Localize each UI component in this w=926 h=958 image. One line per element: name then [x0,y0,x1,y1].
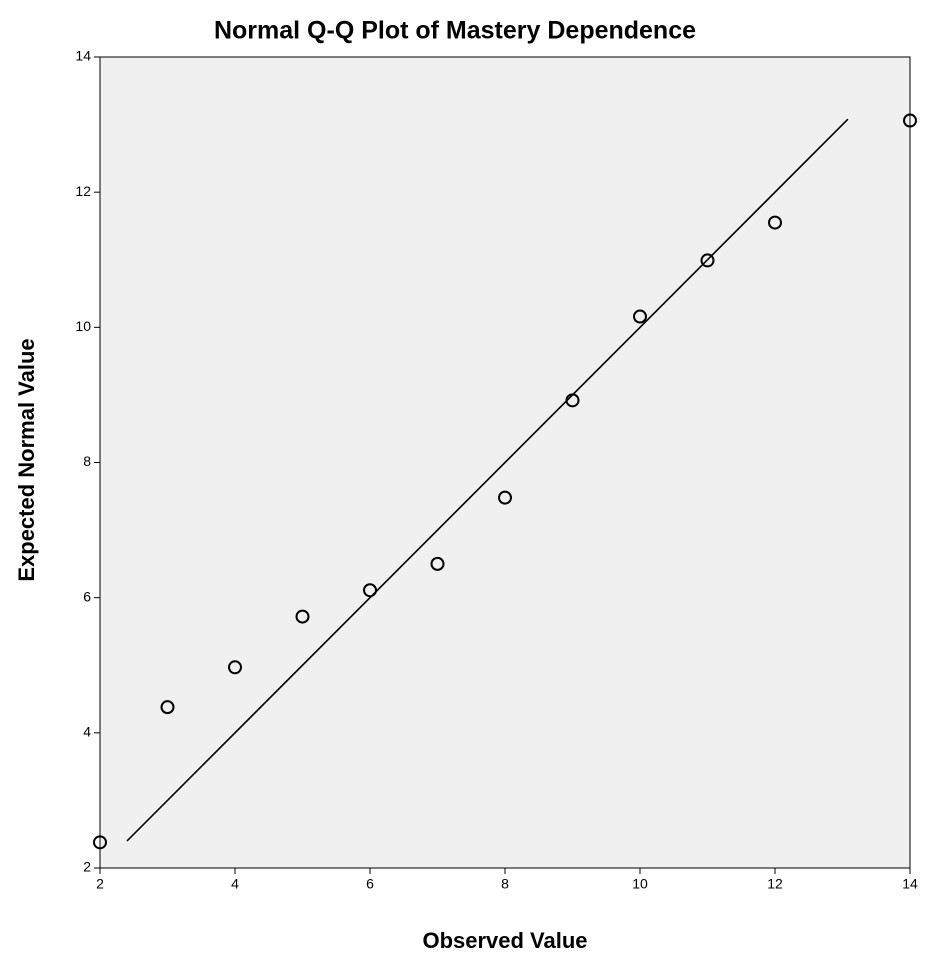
x-tick-label: 6 [366,876,374,892]
data-point [903,113,917,128]
reference-line [126,118,849,842]
data-point [228,660,242,675]
data-point [93,835,107,850]
y-tick-label: 14 [75,48,91,64]
y-tick-label: 2 [83,859,91,875]
y-tick-label: 12 [75,183,91,199]
data-point [633,309,647,324]
x-tick-label: 14 [902,876,918,892]
x-tick-label: 10 [632,876,648,892]
data-point [700,253,715,268]
x-tick-label: 12 [767,876,783,892]
chart-title: Normal Q-Q Plot of Mastery Dependence [214,17,696,45]
y-tick-label: 8 [83,453,91,469]
data-point [430,556,445,571]
x-tick-label: 8 [501,876,509,892]
data-point [768,215,782,230]
y-axis-label: Expected Normal Value [14,338,39,581]
x-tick-label: 2 [96,876,104,892]
data-point [565,393,580,408]
y-tick-label: 10 [75,318,91,334]
x-axis-label: Observed Value [422,928,587,953]
x-tick-label: 4 [231,876,239,892]
y-tick-label: 6 [83,588,91,604]
y-tick-label: 4 [83,724,91,740]
data-point [363,583,377,598]
data-point [160,700,175,715]
data-point [498,490,512,505]
data-point [295,609,310,624]
